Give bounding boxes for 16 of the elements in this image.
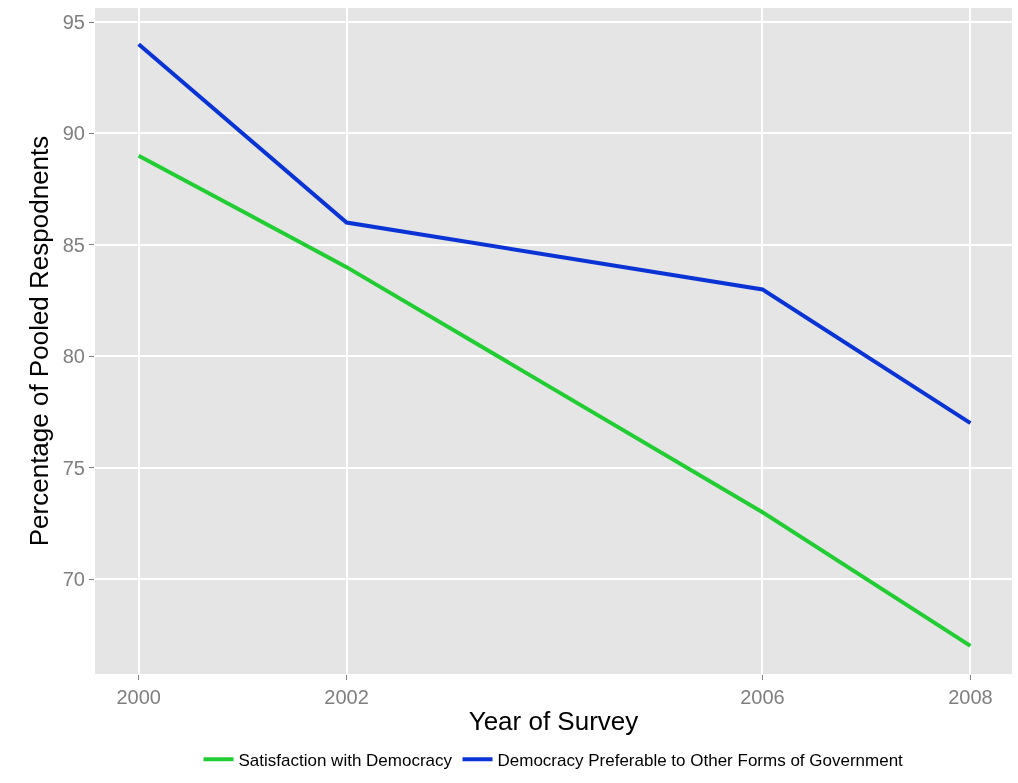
y-tick-label: 70 xyxy=(62,568,85,591)
y-tick-label: 85 xyxy=(62,233,85,256)
x-tick-label: 2008 xyxy=(948,686,993,708)
x-tick-label: 2002 xyxy=(324,686,369,708)
y-tick-label: 75 xyxy=(62,456,85,479)
y-tick-label: 80 xyxy=(62,345,85,368)
x-tick-label: 2006 xyxy=(740,686,785,708)
y-tick-label: 90 xyxy=(62,122,85,145)
line-series xyxy=(136,153,973,648)
y-tick-label: 95 xyxy=(62,11,85,34)
x-tick-label: 2000 xyxy=(116,686,161,708)
line-series xyxy=(136,42,973,426)
legend-label: Democracy Preferable to Other Forms of Government xyxy=(497,750,904,770)
legend-label: Satisfaction with Democracy xyxy=(238,750,453,770)
x-axis-title: Year of Survey xyxy=(468,705,639,736)
y-axis-title: Percentage of Pooled Respodnents xyxy=(24,135,55,547)
